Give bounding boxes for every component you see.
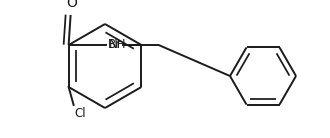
Text: Cl: Cl bbox=[75, 107, 86, 120]
Text: NH: NH bbox=[109, 39, 126, 51]
Text: O: O bbox=[66, 0, 77, 10]
Text: Br: Br bbox=[108, 39, 121, 51]
